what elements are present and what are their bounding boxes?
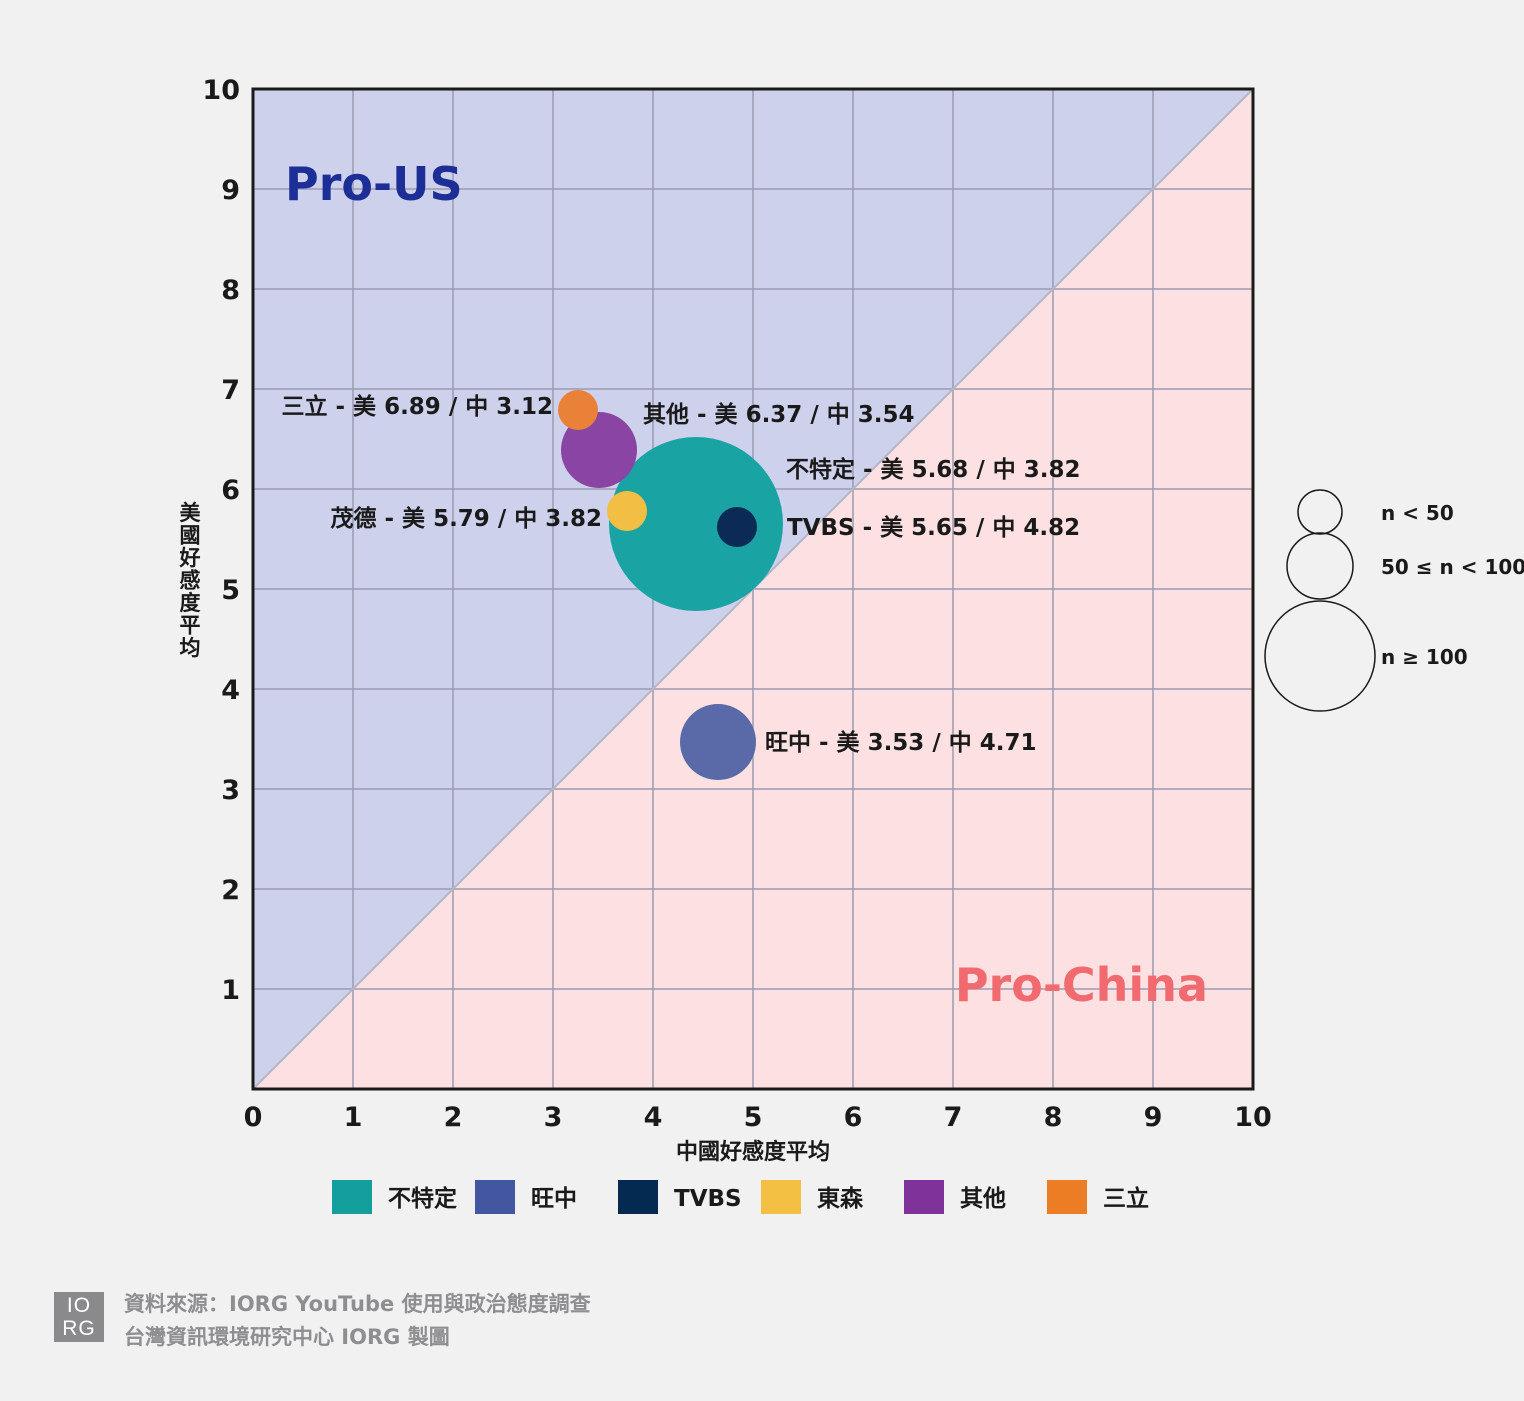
- y-axis-label-char: 均: [180, 636, 201, 660]
- y-axis-label-char: 感: [180, 569, 201, 593]
- size-legend-circle: [1286, 532, 1354, 600]
- bubbles: [558, 390, 783, 780]
- bubble: [609, 437, 783, 611]
- y-axis-label-char: 度: [180, 591, 201, 615]
- y-tick-label: 4: [221, 675, 240, 706]
- bubble-label: 三立 - 美 6.89 / 中 3.12: [282, 393, 554, 420]
- x-tick-label: 8: [1044, 1102, 1063, 1133]
- legend-swatch: [761, 1180, 801, 1214]
- legend-label: 旺中: [531, 1186, 577, 1212]
- legend-swatch: [904, 1180, 944, 1214]
- bubble-label: 茂德 - 美 5.79 / 中 3.82: [331, 505, 603, 532]
- legend-label: 東森: [817, 1185, 864, 1212]
- x-tick-label: 9: [1144, 1102, 1163, 1133]
- legend-label: TVBS: [674, 1186, 742, 1212]
- y-tick-label: 6: [221, 475, 240, 506]
- source-line-1: 資料來源：IORG YouTube 使用與政治態度調查: [124, 1292, 591, 1316]
- x-tick-label: 10: [1234, 1102, 1272, 1133]
- plot-frame: [251, 87, 1255, 1091]
- y-tick-label: 8: [221, 275, 240, 306]
- x-tick-label: 5: [744, 1102, 763, 1133]
- x-tick-label: 4: [644, 1102, 663, 1133]
- color-legend: 不特定 旺中 TVBS 東森 其他 三立: [332, 1180, 1149, 1214]
- size-legend-label: n < 50: [1381, 501, 1454, 525]
- y-tick-label: 3: [221, 775, 240, 806]
- size-legend-circle: [1297, 489, 1343, 535]
- legend-label: 不特定: [388, 1185, 457, 1212]
- y-axis-label-char: 好: [179, 546, 201, 570]
- bubble: [680, 704, 756, 780]
- x-tick-label: 6: [844, 1102, 863, 1133]
- bubble-label: 不特定 - 美 5.68 / 中 3.82: [786, 456, 1081, 483]
- iorg-logo: IO RG: [54, 1292, 104, 1342]
- x-tick-label: 3: [544, 1102, 563, 1133]
- bubble-label: TVBS - 美 5.65 / 中 4.82: [787, 514, 1080, 541]
- x-tick-label: 0: [244, 1102, 263, 1133]
- x-tick-label: 7: [944, 1102, 963, 1133]
- legend-swatch: [618, 1180, 658, 1214]
- x-axis-label: 中國好感度平均: [676, 1139, 830, 1165]
- pro-china-label: Pro-China: [955, 958, 1208, 1012]
- x-tick-labels: 0 1 2 3 4 5 6 7 8 9 10: [244, 1102, 1272, 1133]
- logo-bottom-text: RG: [62, 1317, 96, 1340]
- legend-swatch: [475, 1180, 515, 1214]
- bubble: [717, 507, 757, 547]
- bubble: [607, 491, 647, 531]
- y-tick-labels: 1 2 3 4 5 6 7 8 9 10: [202, 75, 240, 1006]
- y-axis-label: 美國好感度平均: [179, 501, 201, 660]
- y-tick-label: 1: [221, 975, 240, 1006]
- size-legend-circle: [1264, 600, 1376, 712]
- size-legend: n < 50 50 ≤ n < 100 n ≥ 100: [1264, 489, 1524, 712]
- bubble-label: 旺中 - 美 3.53 / 中 4.71: [765, 729, 1037, 756]
- bubble: [558, 390, 598, 430]
- y-tick-label: 5: [221, 575, 240, 606]
- x-tick-label: 1: [344, 1102, 363, 1133]
- bubble-chart: 0 1 2 3 4 5 6 7 8 9 10 1 2 3 4 5 6 7 8 9 10 Pro-US Pro-Chin…: [179, 75, 1524, 1214]
- source-line-2: 台灣資訊環境研究中心 IORG 製圖: [124, 1325, 450, 1349]
- y-axis-label-char: 國: [180, 524, 201, 548]
- logo-top-text: IO: [66, 1294, 92, 1317]
- legend-swatch: [332, 1180, 372, 1214]
- legend-label: 其他: [960, 1186, 1006, 1212]
- size-legend-label: n ≥ 100: [1381, 645, 1468, 669]
- axes: [251, 87, 1255, 1091]
- bubble-label: 其他 - 美 6.37 / 中 3.54: [643, 401, 915, 428]
- grid: [253, 89, 1253, 1089]
- y-tick-label: 7: [221, 375, 240, 406]
- bubble-labels: 不特定 - 美 5.68 / 中 3.82 旺中 - 美 3.53 / 中 4.7…: [282, 393, 1081, 756]
- y-tick-label: 2: [221, 875, 240, 906]
- pro-us-label: Pro-US: [285, 157, 463, 211]
- y-tick-label: 9: [221, 175, 240, 206]
- y-axis-label-char: 平: [180, 614, 201, 638]
- y-tick-label: 10: [202, 75, 240, 106]
- size-legend-label: 50 ≤ n < 100: [1381, 555, 1524, 579]
- x-tick-label: 2: [444, 1102, 463, 1133]
- bubble: [561, 412, 637, 488]
- legend-label: 三立: [1103, 1185, 1149, 1212]
- y-axis-label-char: 美: [180, 501, 201, 525]
- legend-swatch: [1047, 1180, 1087, 1214]
